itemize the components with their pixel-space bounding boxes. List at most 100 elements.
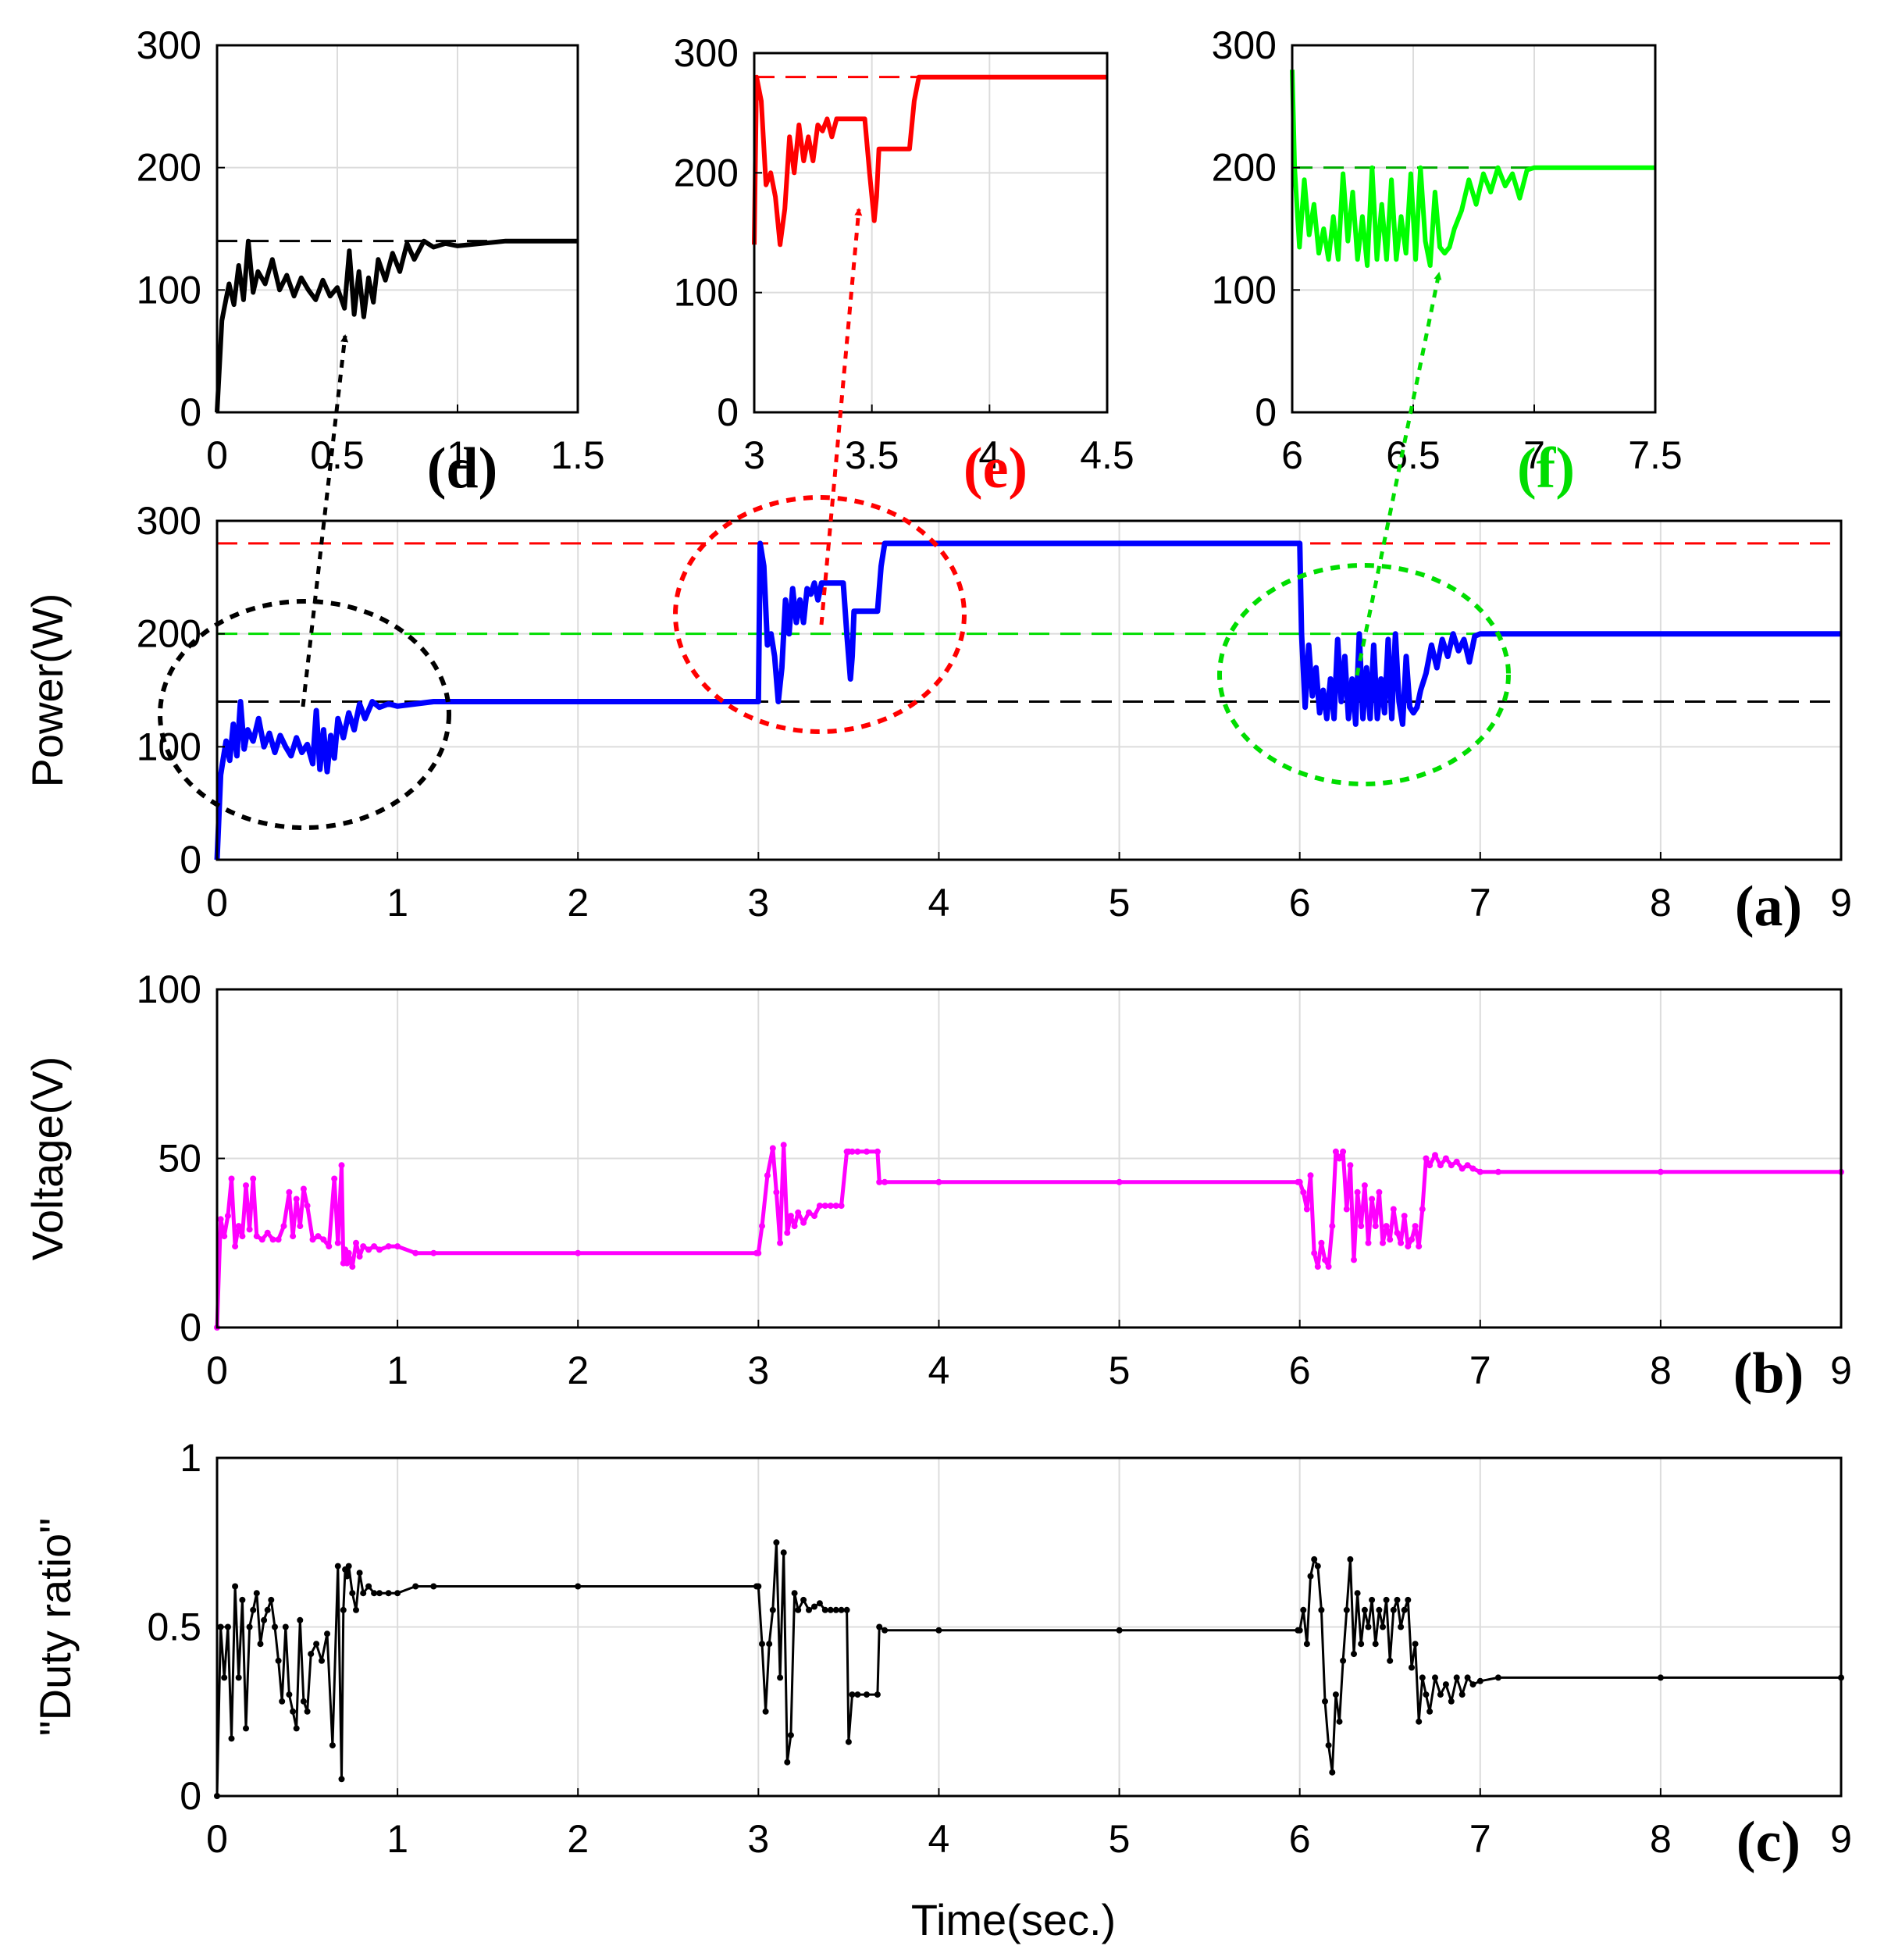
data-point xyxy=(843,1606,850,1613)
data-point xyxy=(1318,1606,1325,1613)
data-point xyxy=(253,1233,260,1240)
data-point xyxy=(1311,1556,1318,1563)
x-tick-label: 4 xyxy=(978,433,1000,477)
data-point xyxy=(1453,1674,1460,1681)
data-point xyxy=(1354,1188,1361,1196)
series-line-duty-ratio xyxy=(215,1541,1841,1797)
data-point xyxy=(1300,1188,1307,1196)
data-point xyxy=(344,1573,351,1580)
data-point xyxy=(224,1213,231,1220)
data-point xyxy=(412,1249,419,1256)
y-tick-label: 1 xyxy=(180,1436,201,1480)
series-line-power xyxy=(214,540,1841,861)
data-point xyxy=(575,1583,582,1590)
data-point xyxy=(1318,1239,1325,1246)
data-point xyxy=(1329,1223,1336,1230)
data-point xyxy=(1494,1674,1501,1681)
y-tick-label: 0 xyxy=(717,390,739,434)
data-point xyxy=(340,1606,347,1613)
data-point xyxy=(773,1188,780,1196)
x-tick-label: 6.5 xyxy=(1386,433,1441,477)
data-point xyxy=(1416,1243,1423,1250)
data-point xyxy=(1347,1162,1354,1169)
data-point xyxy=(876,1623,883,1630)
data-point xyxy=(1423,1155,1430,1162)
x-tick-label: 3 xyxy=(747,881,769,925)
data-point xyxy=(854,1691,861,1698)
data-point xyxy=(334,1239,341,1246)
data-point xyxy=(1448,1162,1455,1169)
data-point xyxy=(313,1641,320,1648)
data-point xyxy=(360,1243,367,1250)
data-point xyxy=(1325,1742,1332,1749)
data-point xyxy=(1476,1677,1483,1684)
data-point xyxy=(882,1178,889,1185)
data-point xyxy=(777,1239,784,1246)
data-point xyxy=(261,1616,268,1623)
data-point xyxy=(854,1148,861,1155)
data-point xyxy=(1336,1155,1343,1162)
axes-frame xyxy=(753,52,1109,414)
data-point xyxy=(221,1233,228,1240)
data-point xyxy=(1354,1590,1361,1597)
y-tick-label: 50 xyxy=(158,1137,201,1181)
data-point xyxy=(250,1175,257,1182)
data-point xyxy=(784,1229,791,1236)
y-tick-label: 300 xyxy=(137,499,201,543)
data-point xyxy=(821,1203,828,1210)
y-tick-label: 0.5 xyxy=(147,1605,201,1649)
data-point xyxy=(385,1243,392,1250)
voltage-chart: 0 1 2 3 4 5 6 7 8 9 0 50 100 Voltage(V) (b) xyxy=(23,968,1852,1406)
x-tick-label: 1 xyxy=(386,1817,408,1861)
data-point xyxy=(1311,1249,1318,1256)
plot-area xyxy=(217,45,578,412)
x-tick-label: 6 xyxy=(1289,881,1311,925)
data-point xyxy=(832,1203,839,1210)
data-point xyxy=(1369,1596,1376,1603)
data-point xyxy=(1437,1691,1444,1698)
data-point xyxy=(838,1606,845,1613)
data-point xyxy=(1394,1229,1401,1236)
data-point xyxy=(1419,1674,1426,1681)
data-point xyxy=(1307,1573,1314,1580)
data-point xyxy=(272,1623,278,1630)
axes-frame xyxy=(1291,44,1657,414)
data-point xyxy=(766,1641,773,1648)
data-point xyxy=(1361,1606,1368,1613)
data-point xyxy=(1469,1165,1476,1172)
y-tick-label: 0 xyxy=(1255,390,1277,434)
plot-area xyxy=(217,521,1841,860)
data-point xyxy=(1409,1236,1415,1243)
data-point xyxy=(308,1651,315,1658)
panel-label: (c) xyxy=(1736,1810,1800,1874)
data-point xyxy=(827,1203,834,1210)
x-tick-label: 5 xyxy=(1109,881,1131,925)
data-point xyxy=(838,1203,845,1210)
x-tick-label: 2 xyxy=(567,1817,589,1861)
data-point xyxy=(246,1623,253,1630)
zoom-arrow-d xyxy=(301,334,349,707)
x-axis-label: Time(sec.) xyxy=(911,1895,1116,1944)
data-point xyxy=(787,1732,794,1739)
data-point xyxy=(1459,1165,1466,1172)
data-point xyxy=(217,1216,224,1223)
data-point xyxy=(1476,1168,1483,1175)
x-tick-label: 0 xyxy=(206,881,228,925)
panel-label: (a) xyxy=(1735,875,1802,939)
data-point xyxy=(1405,1243,1412,1250)
data-point xyxy=(1390,1606,1397,1613)
data-point xyxy=(290,1708,297,1715)
data-point xyxy=(356,1570,363,1577)
data-point xyxy=(1296,1627,1303,1634)
data-point xyxy=(876,1178,883,1185)
data-point xyxy=(1390,1206,1397,1213)
data-point xyxy=(297,1223,304,1230)
data-point xyxy=(1401,1606,1408,1613)
data-point xyxy=(253,1590,260,1597)
x-tick-label: 3 xyxy=(747,1349,769,1392)
data-point xyxy=(360,1590,367,1597)
data-point xyxy=(304,1203,311,1210)
data-point xyxy=(874,1691,881,1698)
data-point xyxy=(1412,1641,1419,1648)
data-point xyxy=(800,1596,807,1603)
